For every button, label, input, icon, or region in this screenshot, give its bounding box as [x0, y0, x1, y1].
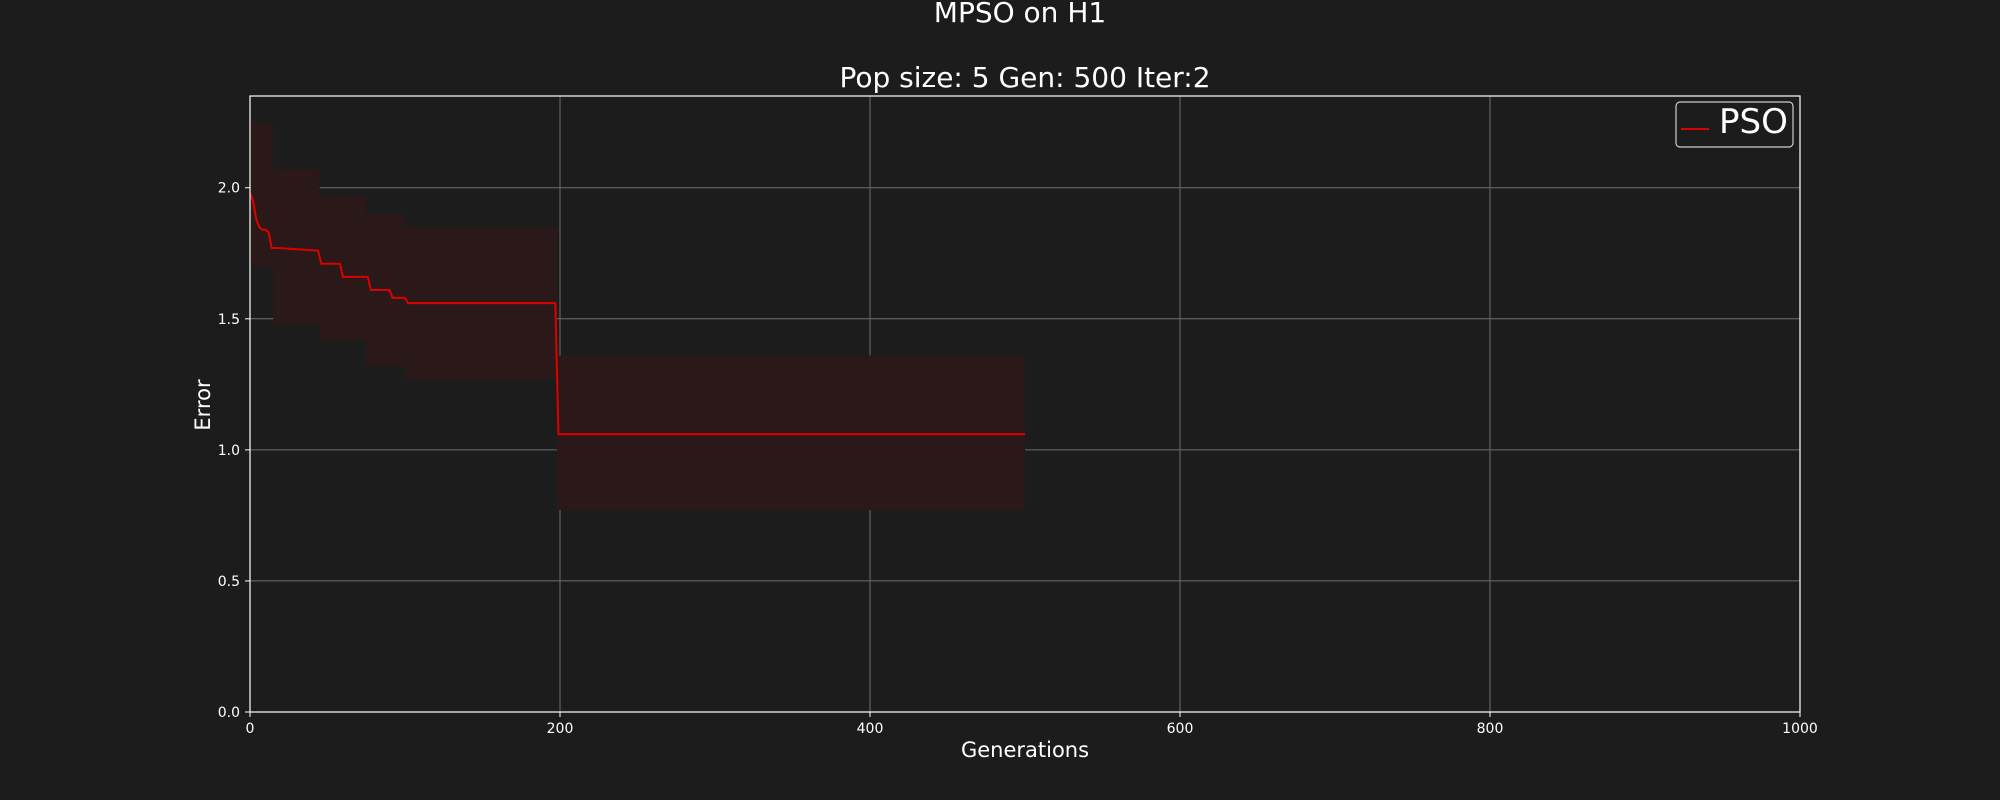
chart-title: MPSO on H1 — [934, 0, 1106, 29]
y-tick-label: 1.0 — [218, 443, 240, 459]
legend-label-pso: PSO — [1719, 102, 1788, 142]
chart-subtitle: Pop size: 5 Gen: 500 Iter:2 — [839, 61, 1210, 94]
y-tick-label: 1.5 — [218, 312, 240, 328]
y-tick-label: 0.5 — [218, 574, 240, 590]
x-tick-label: 1000 — [1782, 721, 1818, 737]
axis-ticks: 0 200 400 600 800 1000 0.0 0.5 1.0 1.5 2.0 — [218, 181, 1818, 737]
legend-box — [1675, 101, 1794, 148]
legend: PSO — [1675, 101, 1794, 148]
y-axis-label: Error — [191, 379, 215, 431]
x-tick-label: 400 — [857, 721, 884, 737]
y-tick-label: 2.0 — [218, 181, 240, 197]
x-tick-label: 600 — [1167, 721, 1194, 737]
series-line-layer — [249, 192, 1025, 436]
plot-frame — [249, 95, 1801, 713]
x-tick-label: 800 — [1477, 721, 1504, 737]
x-tick-label: 0 — [246, 721, 255, 737]
x-axis-label: Generations — [961, 738, 1089, 762]
std-band-layer — [250, 122, 1025, 511]
series-line-pso — [249, 192, 1025, 436]
x-tick-label: 200 — [547, 721, 574, 737]
y-tick-label: 0.0 — [218, 705, 240, 721]
std-band-pso — [250, 122, 1025, 511]
